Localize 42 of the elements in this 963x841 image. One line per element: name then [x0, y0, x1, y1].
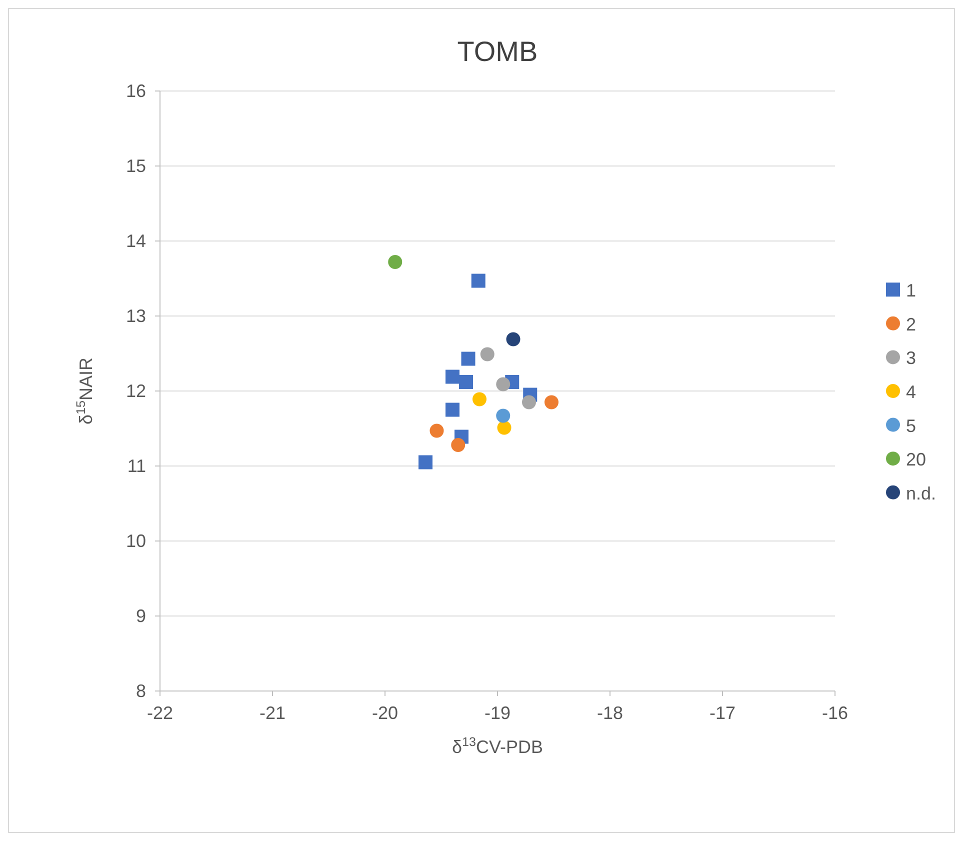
legend-label: 4	[906, 382, 916, 402]
legend-label: 1	[906, 280, 916, 301]
point	[506, 332, 520, 346]
point	[418, 455, 432, 470]
point	[544, 395, 558, 410]
point	[480, 347, 494, 362]
y-tick-label: 13	[126, 306, 146, 326]
chart-title: TOMB	[457, 36, 538, 67]
x-tick-label: -17	[709, 703, 736, 723]
point	[430, 424, 444, 438]
point	[472, 392, 486, 406]
point	[446, 370, 460, 384]
point	[459, 375, 473, 389]
x-tick-label: -21	[259, 703, 286, 723]
point	[446, 402, 460, 417]
point	[388, 255, 402, 269]
y-tick-label: 10	[126, 531, 146, 551]
legend-label: n.d.	[906, 483, 936, 504]
x-tick-label: -20	[372, 703, 398, 723]
point	[496, 377, 510, 392]
y-tick-label: 14	[126, 231, 146, 251]
y-tick-label: 11	[127, 456, 146, 476]
point	[451, 438, 466, 452]
x-tick-label: -16	[822, 703, 848, 723]
legend-label: 5	[906, 416, 916, 436]
legend-label: 20	[906, 450, 926, 470]
x-axis-title: δ$^{13}$CV-PDB	[452, 735, 544, 757]
legend-label: 3	[906, 348, 916, 368]
x-tick-label: -22	[146, 703, 174, 723]
y-tick-label: 15	[126, 156, 146, 176]
y-tick-label: 8	[136, 681, 146, 701]
x-tick-label: -18	[596, 703, 624, 723]
point	[471, 274, 486, 288]
legend-label: 2	[906, 314, 916, 334]
y-tick-label: 16	[126, 81, 146, 101]
point	[497, 420, 512, 435]
point	[522, 395, 536, 410]
point	[496, 408, 510, 423]
y-tick-label: 9	[136, 606, 146, 626]
y-tick-label: 12	[126, 381, 146, 401]
x-tick-label: -19	[484, 703, 511, 723]
point	[461, 352, 476, 366]
